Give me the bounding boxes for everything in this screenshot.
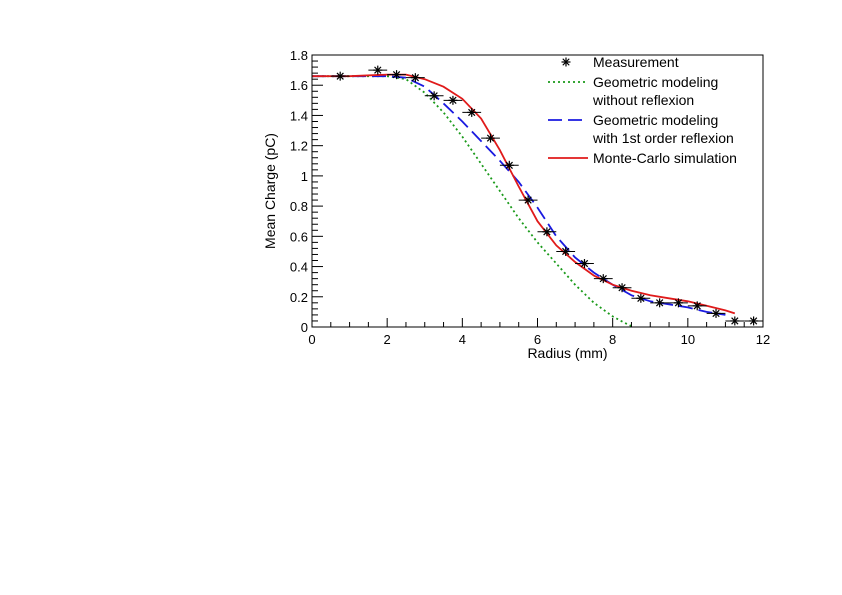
legend-symbol-measurement [561,57,571,67]
measurement-point [598,274,608,284]
legend-entry: Monte-Carlo simulation [548,150,737,166]
legend: Measurement Geometric modeling without ref… [548,54,737,166]
y-tick-label: 0.4 [290,260,308,275]
measurement-point [504,160,514,170]
measurement-point [730,316,740,326]
measurement-point [636,293,646,303]
legend-entry: Geometric modeling without reflexion [548,74,718,108]
legend-label: Geometric modeling [593,112,718,128]
y-tick-label: 1.4 [290,108,308,123]
y-tick-label: 0 [301,320,308,335]
y-tick-label: 1 [301,169,308,184]
measurement-point [655,298,665,308]
measurement-point [373,65,383,75]
y-axis: 0 0.2 0.4 0.6 0.8 1 1.2 1.4 1.6 1.8 [290,48,323,335]
y-tick-label: 1.6 [290,78,308,93]
measurement-point [410,73,420,83]
measurement-point [617,283,627,293]
measurement-point [486,133,496,143]
measurement-point [429,91,439,101]
y-tick-label: 0.8 [290,199,308,214]
legend-entry: Geometric modeling with 1st order reflexi… [548,112,734,146]
measurement-point [542,227,552,237]
y-tick-label: 1.8 [290,48,308,63]
y-tick-label: 1.2 [290,139,308,154]
measurement-point [749,316,759,326]
measurement-point [561,246,571,256]
x-tick-label: 2 [384,332,391,347]
measurement-point [523,195,533,205]
legend-label: with 1st order reflexion [592,130,734,146]
x-axis: 0 2 4 6 8 10 12 [308,318,770,347]
series-line-dotted [312,75,634,328]
measurement-point [673,298,683,308]
measurement-point [467,107,477,117]
legend-label: Measurement [593,54,679,70]
y-tick-label: 0.6 [290,229,308,244]
legend-label: Geometric modeling [593,74,718,90]
x-tick-label: 4 [459,332,466,347]
x-tick-label: 12 [756,332,770,347]
measurement-point [711,308,721,318]
measurement-point [392,70,402,80]
plot-series [312,65,763,328]
series-line-solid [312,73,736,315]
x-tick-label: 6 [534,332,541,347]
measurement-point [692,301,702,311]
x-tick-label: 8 [609,332,616,347]
x-axis-title: Radius (mm) [527,345,607,361]
measurement-point [335,71,345,81]
legend-entry: Measurement [561,54,679,70]
legend-label: without reflexion [592,92,694,108]
x-tick-label: 0 [308,332,315,347]
measurement-point [448,95,458,105]
y-tick-label: 0.2 [290,290,308,305]
legend-label: Monte-Carlo simulation [593,150,737,166]
measurement-point [579,259,589,269]
plot-frame [311,54,764,328]
x-tick-label: 10 [681,332,695,347]
y-axis-title: Mean Charge (pC) [262,133,278,249]
